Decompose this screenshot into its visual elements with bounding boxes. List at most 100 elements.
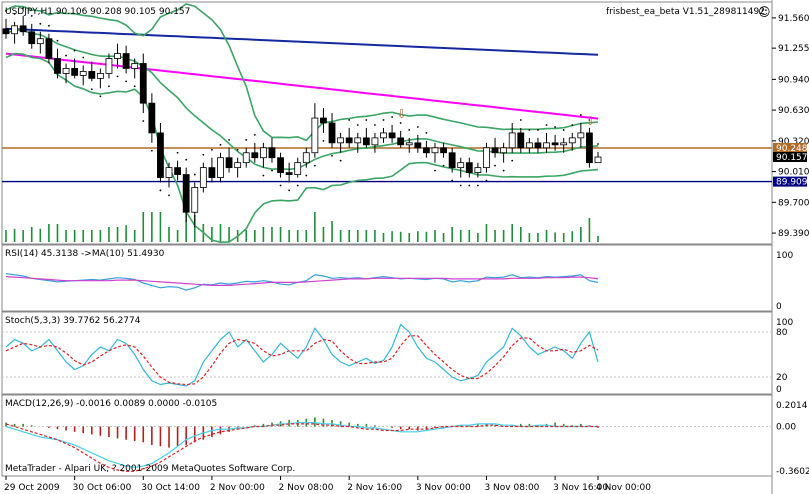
volume-bar xyxy=(468,230,471,242)
sar-dot xyxy=(47,24,50,27)
candle-body xyxy=(491,147,499,154)
sar-dot xyxy=(245,138,248,141)
candle-body xyxy=(191,187,199,213)
candle-body xyxy=(337,137,345,144)
volume-bar xyxy=(425,231,428,242)
volume-bar xyxy=(408,233,411,242)
candle-body xyxy=(483,147,490,169)
volume-bar xyxy=(434,230,436,242)
volume-bar xyxy=(571,231,574,242)
sar-dot xyxy=(313,164,316,167)
sar-dot xyxy=(416,126,419,128)
sar-dot xyxy=(305,174,308,177)
candle-body xyxy=(320,117,327,124)
pane-y-label: -0.3602 xyxy=(776,467,809,477)
volume-bar xyxy=(580,227,582,242)
sar-dot xyxy=(339,159,342,162)
candle-body xyxy=(62,68,70,74)
sar-dot xyxy=(30,15,33,17)
sar-dot xyxy=(133,85,136,88)
sar-dot xyxy=(296,184,299,187)
volume-bar xyxy=(494,230,496,242)
volume-bar xyxy=(168,227,170,242)
volume-bar xyxy=(519,227,522,242)
copyright-text: MetaTrader - Alpari UK, ? 2001-2009 Meta… xyxy=(5,464,295,474)
axes: 29 Oct 2009 30 Oct 06:00 30 Oct 14:00 2 Nov… xyxy=(4,14,809,493)
sar-dot xyxy=(442,164,445,167)
volume-bar xyxy=(322,227,325,242)
bollinger-upper xyxy=(5,3,599,142)
pane-y-label: 0.2014 xyxy=(776,401,808,411)
sar-dot xyxy=(519,119,522,121)
volume-bar xyxy=(271,227,273,242)
sar-dot xyxy=(73,49,76,52)
volume-bar xyxy=(228,227,230,242)
price-label-box xyxy=(773,152,807,163)
volume-bar xyxy=(442,233,445,242)
sar-dot xyxy=(228,138,230,141)
volume-bar xyxy=(262,227,265,242)
candle-body xyxy=(534,142,542,149)
volume-bar xyxy=(211,227,213,242)
sar-dot xyxy=(356,124,359,126)
candle-body xyxy=(397,137,405,146)
sar-dot xyxy=(193,173,196,176)
candle-body xyxy=(19,25,27,33)
x-tick-label: 2 Nov 16:00 xyxy=(347,483,402,493)
volume-bar xyxy=(451,227,453,242)
volume-bar xyxy=(314,212,316,242)
sar-dot xyxy=(168,194,170,197)
volume-bar xyxy=(193,215,196,242)
volume-bar xyxy=(528,233,531,242)
sar-dot xyxy=(348,119,351,121)
candles: ⇩ ⇩ xyxy=(2,15,602,228)
candle-body xyxy=(423,147,430,154)
sar-dot xyxy=(142,120,145,122)
sar-dot xyxy=(82,56,85,59)
volume-bar xyxy=(48,224,50,242)
sar-dot xyxy=(39,22,42,25)
candle-body xyxy=(54,58,61,74)
sar-dot xyxy=(374,124,376,126)
volume-bar xyxy=(365,230,368,242)
candle-body xyxy=(362,137,370,146)
x-tick-label: 4 Nov 00:00 xyxy=(596,483,651,493)
volume-bar xyxy=(99,230,102,242)
candle-body xyxy=(568,137,576,144)
candle-body xyxy=(594,156,602,164)
sar-dot xyxy=(150,149,153,152)
candle-body xyxy=(311,117,319,154)
volume-bar xyxy=(245,230,248,242)
sar-dot xyxy=(90,88,93,91)
volume-bar xyxy=(288,230,290,242)
pane-y-label: 80 xyxy=(776,328,788,338)
candle-body xyxy=(182,174,190,213)
candle-body xyxy=(448,152,456,169)
candle-body xyxy=(36,38,44,45)
volume-bar xyxy=(305,230,308,242)
candle-body xyxy=(234,162,242,169)
pane-series-line xyxy=(5,422,598,469)
volume-bar xyxy=(22,230,24,242)
sar-dot xyxy=(56,39,59,42)
y-tick-label: 91.560 xyxy=(778,14,809,24)
candle-body xyxy=(88,71,96,79)
volume-bar xyxy=(459,230,462,242)
volume-bar xyxy=(30,227,33,242)
sar-dot xyxy=(65,54,67,57)
volume-bar xyxy=(65,230,67,242)
sar-dot xyxy=(279,184,282,187)
pane-series-line xyxy=(5,323,599,387)
candle-body xyxy=(122,53,130,69)
volume-bar xyxy=(339,230,342,242)
sar-dot xyxy=(494,164,496,167)
sar-dot xyxy=(451,179,454,182)
bollinger-lower xyxy=(5,52,599,244)
volume-bar xyxy=(13,228,16,242)
sar-dot xyxy=(399,122,402,124)
candle-body xyxy=(28,31,36,45)
x-tick-label: 3 Nov 00:00 xyxy=(416,483,471,493)
